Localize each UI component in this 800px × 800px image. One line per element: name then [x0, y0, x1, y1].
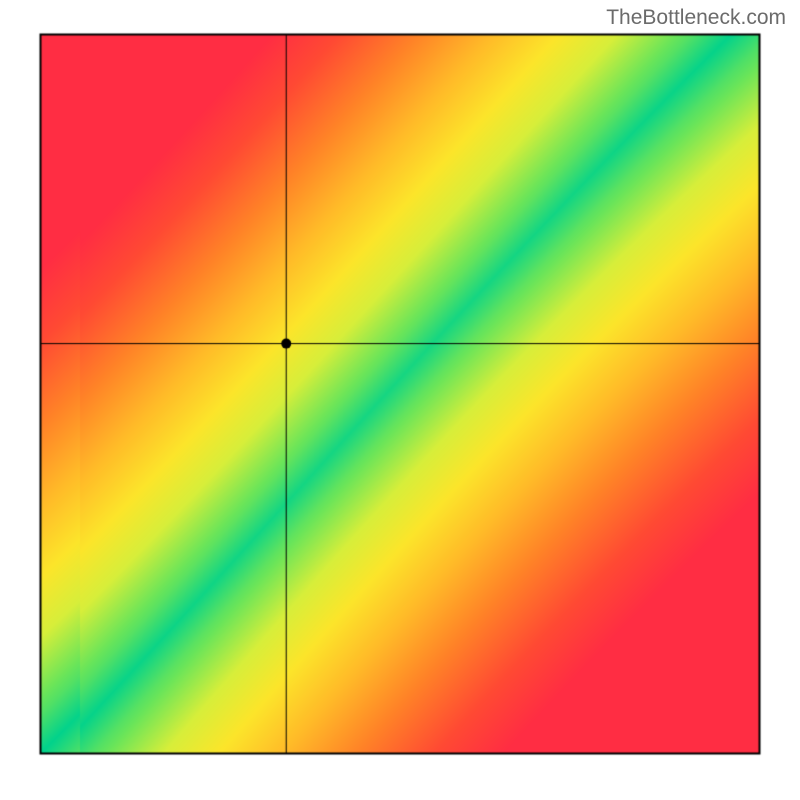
- watermark-text: TheBottleneck.com: [606, 6, 786, 30]
- bottleneck-heatmap: [0, 0, 800, 800]
